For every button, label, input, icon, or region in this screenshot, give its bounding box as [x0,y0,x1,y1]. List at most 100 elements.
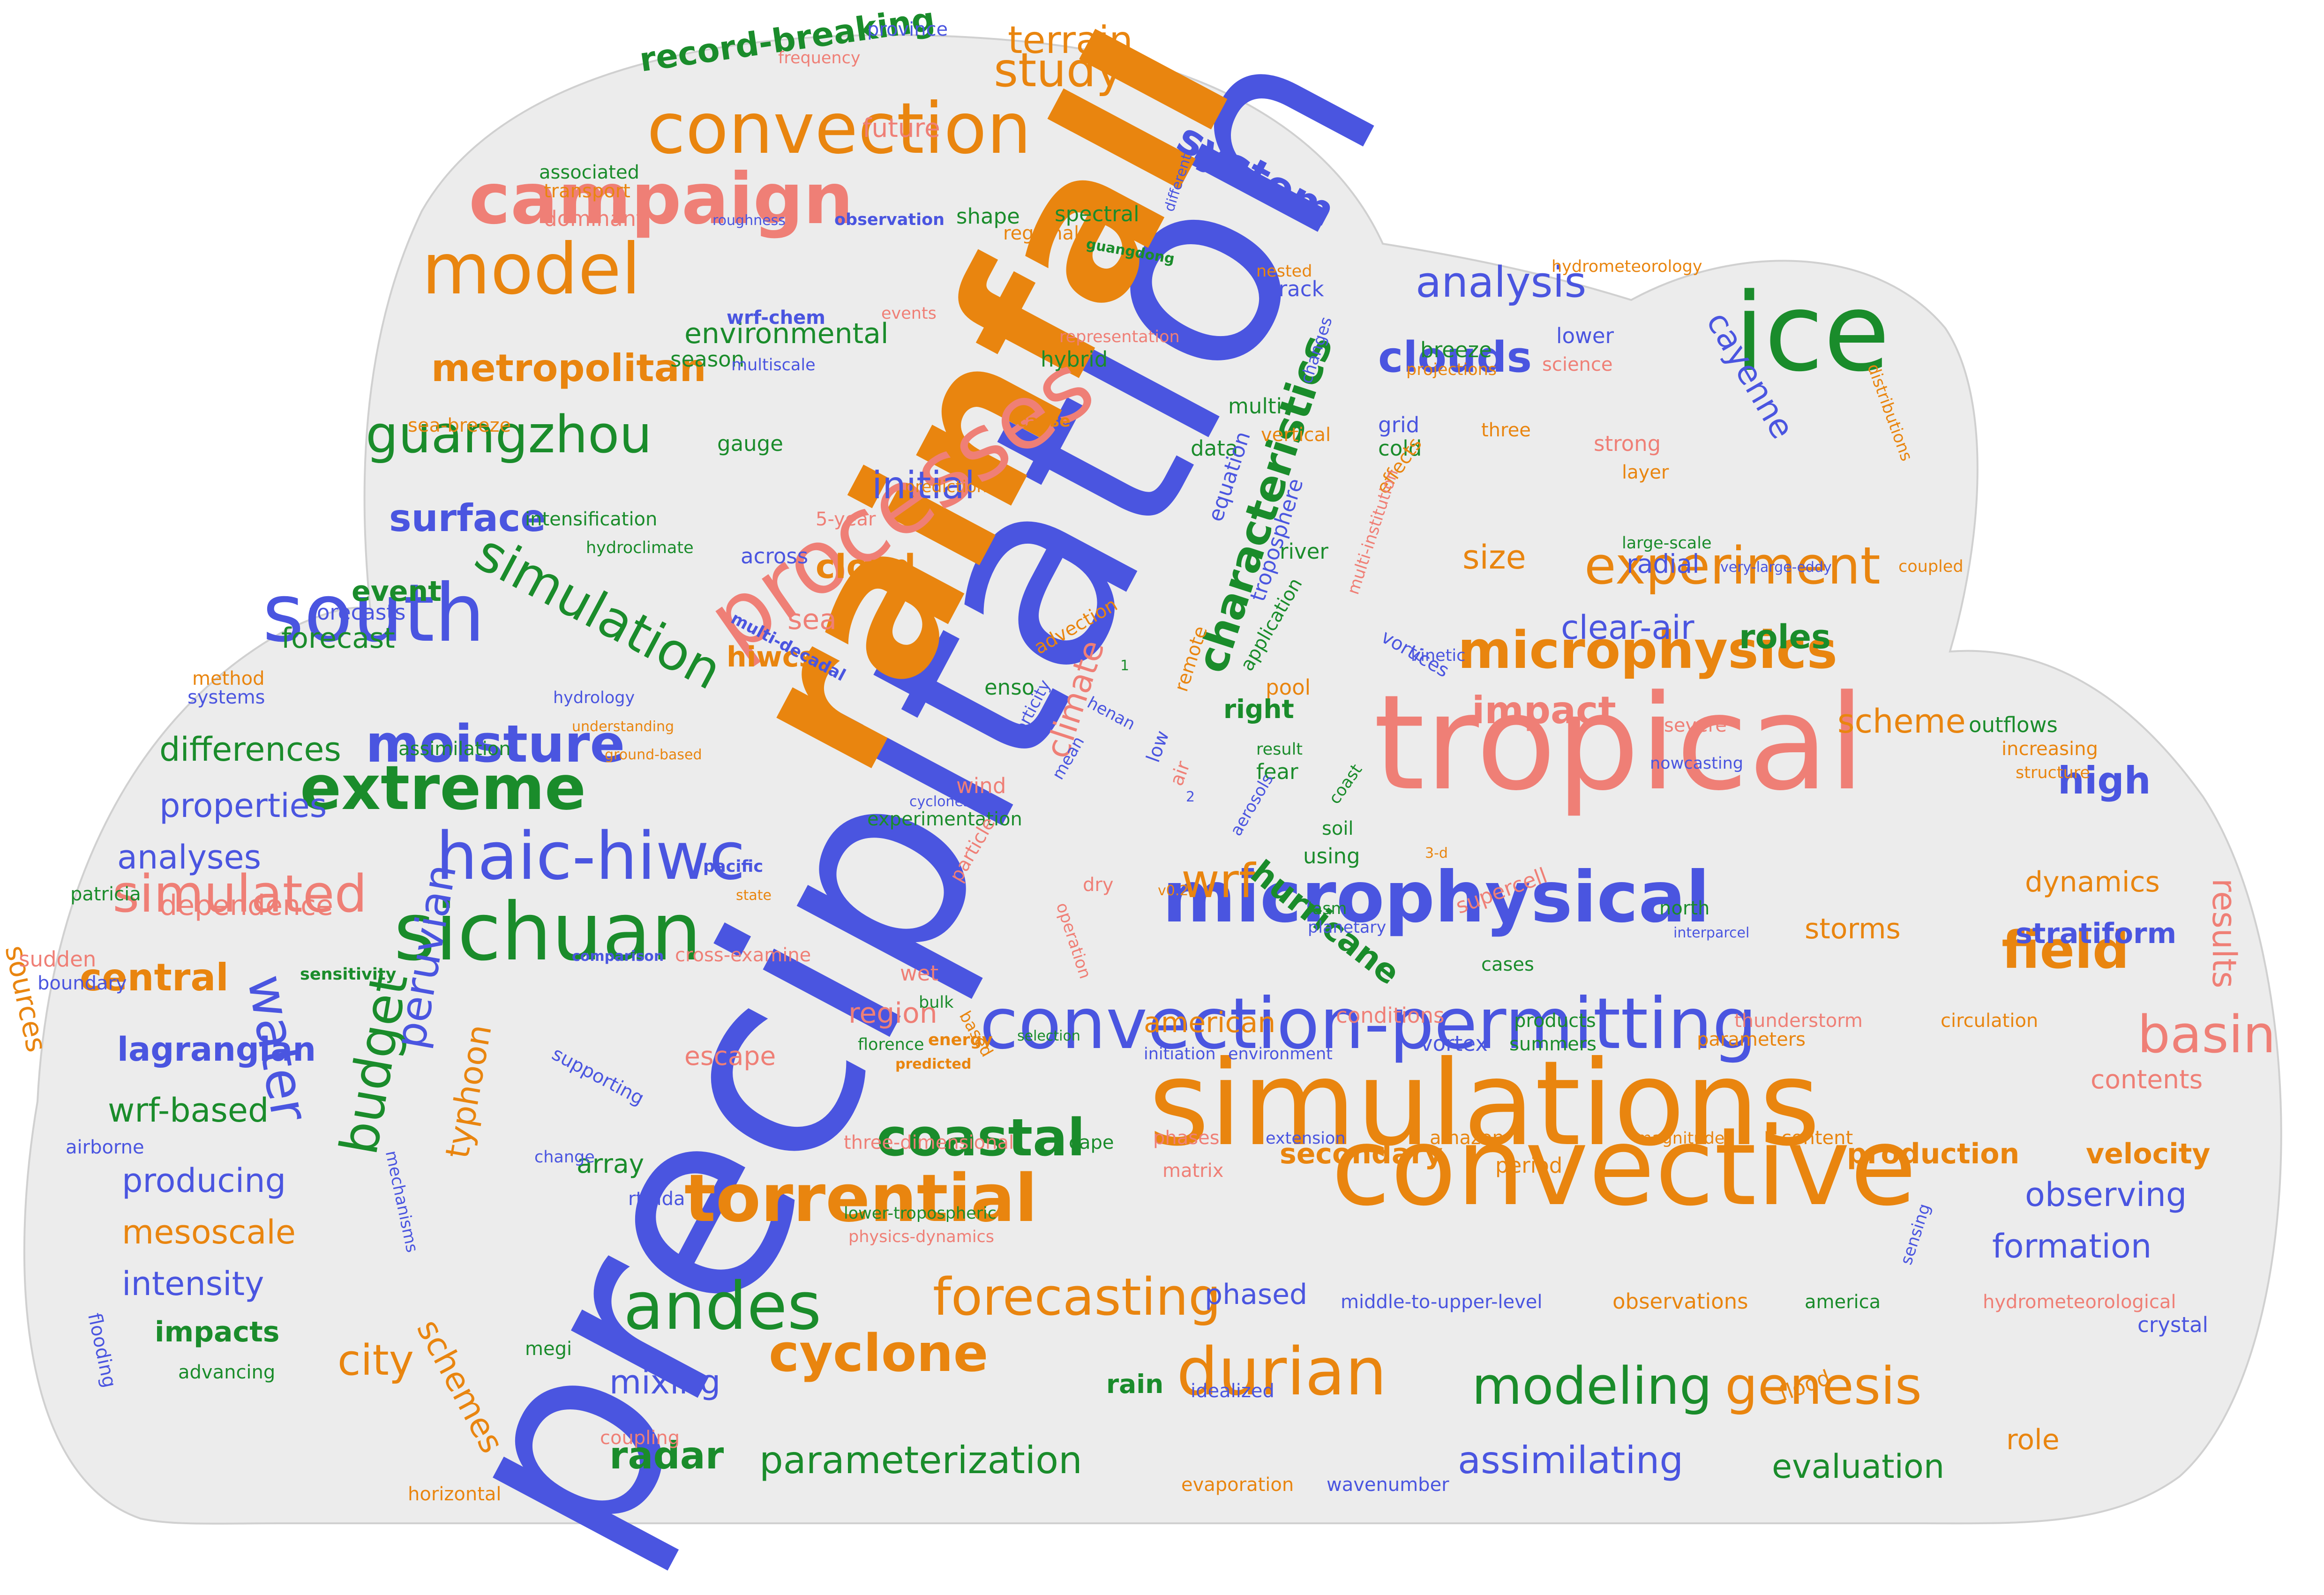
cloud-word: wrf-chem [727,307,825,329]
cloud-word: observations [1612,1289,1748,1314]
cloud-word: simulations [1148,1035,1821,1172]
cloud-word: season [670,347,745,372]
cloud-word: campaign [469,158,854,240]
cloud-word: multi [1228,394,1282,419]
cloud-outline [23,34,2282,1525]
cloud-word: method [192,668,265,689]
cloud-word: escape [684,1041,776,1071]
cloud-word: frequency [778,49,861,67]
cloud-word: boundary [37,973,127,994]
cloud-word: sea [787,603,837,636]
cloud-word: 5-year [816,509,876,530]
cloud-word: coastal [877,1108,1085,1168]
cloud-word: mechanisms [381,1149,421,1254]
cloud-word: cases [1481,954,1534,975]
cloud-word: grid [1378,412,1420,437]
cloud-word: surface [389,496,546,540]
cloud-word: region [848,997,937,1030]
cloud-word: phases [1153,1127,1220,1149]
cloud-word: assimilation [398,738,511,760]
cloud-word: cause [1017,412,1071,431]
cloud-word: air [1166,758,1195,789]
cloud-word: secondary [1280,1138,1443,1170]
cloud-word: phased [1205,1278,1308,1311]
cloud-word: comparison [572,948,664,965]
cloud-word: guangzhou [366,404,652,464]
cloud-word: understanding [572,719,675,735]
cloud-word: tropical [1373,667,1865,820]
cloud-word: wet [900,961,939,986]
cloud-word: forecasting [933,1267,1221,1327]
cloud-word: experiment [1584,536,1881,596]
cloud-word: central [80,956,229,999]
cloud-word: state [736,887,772,904]
cloud-word: right [1223,694,1294,724]
cloud-word: environmental [684,317,889,350]
cloud-word: producing [122,1161,286,1200]
cloud-word: north [1659,898,1710,919]
cloud-word: rain [1106,1369,1164,1399]
cloud-word: matrix [1162,1160,1224,1182]
cloud-word: sudden [19,947,97,972]
cloud-word: vortex [1420,1031,1488,1056]
cloud-word: study [994,43,1124,97]
cloud-word: roughness [712,212,786,229]
cloud-word: intensification [525,509,658,530]
cloud-word: coast [1325,761,1366,808]
cloud-word: data [1191,436,1238,461]
cloud-word: sichuan [394,886,702,979]
cloud-word: megi [525,1338,572,1360]
cloud-word: dynamics [2025,866,2160,899]
cloud-word: wind [956,773,1006,798]
cloud-word: amazon [1430,1127,1504,1149]
cloud-word: very-large-eddy [1720,559,1832,576]
cloud-word: lasm [1308,899,1347,918]
cloud-word: gauge [717,431,783,456]
cloud-word: advancing [178,1362,276,1383]
cloud-word: crystal [2137,1312,2209,1337]
cloud-word: horizontal [408,1483,502,1505]
cloud-word: role [2006,1423,2060,1456]
cloud-word: severe [1664,715,1727,736]
cloud-word: magnitude [1636,1129,1725,1148]
cloud-word: hiwcs [727,641,816,674]
cloud-word: terrain [1008,18,1133,62]
cloud-word: transport [544,180,630,202]
cloud-word: hybrid [1041,347,1108,372]
cloud-word: storms [1805,913,1901,945]
cloud-word: structure [2016,764,2090,782]
cloud-word: ice [1734,270,1890,396]
cloud-word: dependence [159,889,333,922]
cloud-word: soil [1322,818,1354,839]
cloud-word: projections [1406,360,1497,379]
cloud-word: associated [539,162,639,183]
cloud-word: results [2205,878,2243,988]
cloud-word: observing [2025,1176,2187,1214]
cloud-word: production [1847,1138,2020,1170]
cloud-word: florence [858,1035,924,1054]
cloud-word: patricia [70,884,141,905]
cloud-word: high [2058,759,2151,802]
cloud-word: clear-air [1561,608,1694,647]
cloud-word: city [337,1336,414,1385]
cloud-word: pool [1266,675,1311,700]
cloud-word: predicted [895,1056,972,1072]
cloud-word: coupled [1898,557,1964,576]
cloud-word: formation [1992,1227,2152,1266]
cloud-word: future [862,113,940,143]
cloud-word: three-dimensional [844,1132,1014,1153]
cloud-word: cloud [816,547,916,586]
cloud-word: torrential [684,1161,1038,1237]
cloud-word: conditions [1336,1003,1445,1028]
cloud-word: convection [647,88,1032,170]
cloud-word: analyses [117,838,262,876]
cloud-word: convective [1331,1105,1917,1230]
cloud-word: science [1542,354,1613,375]
cloud-word: rtfdda [628,1188,685,1210]
cloud-word: content [1781,1127,1853,1149]
cloud-word: metropolitan [431,346,706,390]
cloud-word: outflows [1969,712,2058,737]
cloud-word: sensitivity [300,965,397,984]
cloud-word: extreme [300,752,586,824]
cloud-word: coupling [600,1427,680,1449]
